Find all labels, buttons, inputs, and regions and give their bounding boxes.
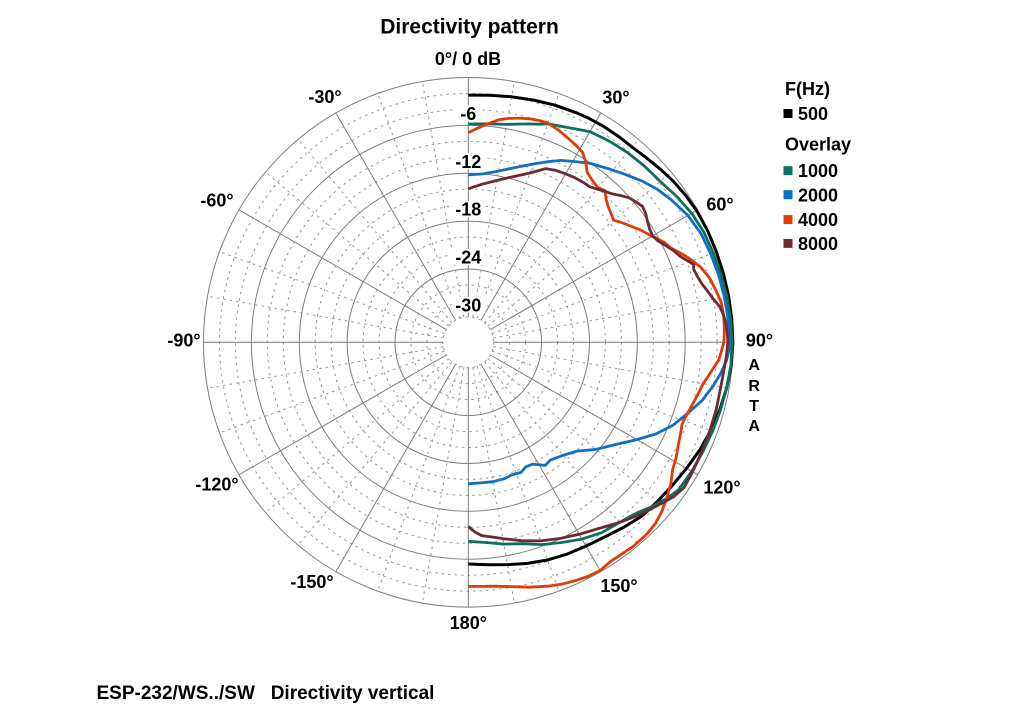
- svg-text:F(Hz): F(Hz): [785, 79, 830, 99]
- svg-text:120°: 120°: [703, 478, 740, 498]
- svg-text:30°: 30°: [602, 88, 629, 108]
- svg-text:R: R: [748, 378, 760, 395]
- svg-text:0°/ 0 dB: 0°/ 0 dB: [435, 49, 501, 69]
- svg-text:A: A: [748, 357, 760, 374]
- svg-text:90°: 90°: [746, 331, 773, 351]
- svg-text:-18: -18: [455, 200, 481, 220]
- svg-text:-24: -24: [455, 248, 481, 268]
- svg-text:-120°: -120°: [195, 475, 238, 495]
- svg-text:2000: 2000: [798, 186, 838, 206]
- svg-text:A: A: [748, 418, 760, 435]
- svg-text:150°: 150°: [600, 576, 637, 596]
- svg-text:60°: 60°: [706, 195, 733, 215]
- svg-text:4000: 4000: [798, 210, 838, 230]
- svg-text:-150°: -150°: [290, 572, 333, 592]
- svg-text:180°: 180°: [450, 613, 487, 633]
- svg-text:-30: -30: [455, 295, 481, 315]
- svg-text:1000: 1000: [798, 161, 838, 181]
- svg-text:-6: -6: [460, 104, 476, 124]
- svg-text:-60°: -60°: [200, 191, 233, 211]
- svg-text:-30°: -30°: [308, 87, 341, 107]
- svg-text:T: T: [749, 398, 759, 415]
- svg-text:-12: -12: [455, 152, 481, 172]
- svg-text:-90°: -90°: [167, 331, 200, 351]
- svg-text:500: 500: [798, 104, 828, 124]
- svg-text:Overlay: Overlay: [785, 135, 851, 155]
- svg-text:Directivity pattern: Directivity pattern: [380, 16, 559, 39]
- svg-text:8000: 8000: [798, 234, 838, 254]
- svg-text:ESP-232/WS../SW Directivity: ESP-232/WS../SW Directivity vertical: [97, 683, 435, 704]
